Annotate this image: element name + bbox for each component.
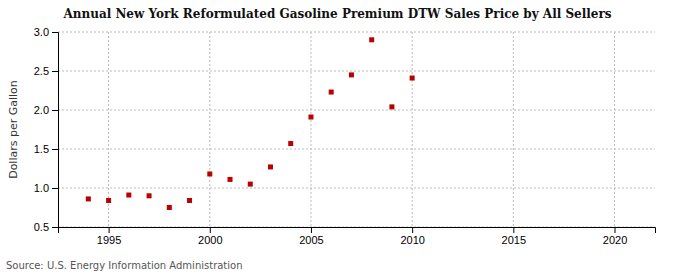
- x-tick: 1995: [97, 227, 121, 246]
- y-tick-label: 1.0: [34, 182, 49, 194]
- y-tick-label: 2.5: [34, 65, 49, 77]
- y-tick-mark: [52, 188, 58, 189]
- grid-line-x: [614, 32, 615, 227]
- point: [126, 193, 131, 198]
- y-tick-mark: [52, 32, 58, 33]
- point: [106, 198, 111, 203]
- y-tick: 2.0: [34, 104, 58, 116]
- chart-container: 1995 2000 2005 2010 2015 2020 0.5 1.0 1.5 2.0 2.5 3…: [0, 0, 675, 275]
- y-tick: 2.5: [34, 65, 58, 77]
- x-tick: 2010: [400, 227, 424, 246]
- y-axis-title: Dollars per Gallon: [7, 80, 20, 179]
- grid: [58, 32, 655, 227]
- x-tick-mark: [412, 227, 413, 233]
- x-tick-mark: [615, 227, 616, 233]
- x-tick-mark: [311, 227, 312, 233]
- y-tick: 1.5: [34, 143, 58, 155]
- y-tick: 0.5: [34, 221, 58, 233]
- x-tick-label: 2010: [400, 234, 424, 246]
- y-axis-line: [52, 33, 59, 228]
- grid-line-y: [58, 32, 655, 33]
- y-tick-label: 2.0: [34, 104, 49, 116]
- point: [187, 198, 192, 203]
- y-tick-mark: [52, 71, 58, 72]
- point: [288, 141, 293, 146]
- grid-line-y: [58, 71, 655, 72]
- point: [349, 72, 354, 77]
- point: [86, 196, 91, 201]
- point: [410, 76, 415, 81]
- point: [147, 193, 152, 198]
- title: Annual New York Reformulated Gasoline Pr…: [62, 7, 611, 21]
- x-tick: 2005: [299, 227, 323, 246]
- y-tick: 1.0: [34, 182, 58, 194]
- x-tick: 2020: [603, 227, 627, 246]
- x-axis: 1995 2000 2005 2010 2015 2020: [59, 227, 656, 246]
- point: [207, 171, 212, 176]
- grid-line-x: [513, 32, 514, 227]
- y-tick-mark: [52, 227, 58, 228]
- point: [167, 205, 172, 210]
- y-tick-label: 3.0: [34, 26, 49, 38]
- source-note: Source: U.S. Energy Information Administ…: [6, 260, 243, 271]
- grid-line-x: [209, 32, 210, 227]
- x-axis-line: [59, 228, 656, 234]
- point: [329, 90, 334, 95]
- x-tick: 2015: [502, 227, 526, 246]
- y-tick-mark: [52, 110, 58, 111]
- point: [228, 177, 233, 182]
- point: [268, 164, 273, 169]
- points: [86, 37, 415, 210]
- x-tick: 2000: [198, 227, 222, 246]
- x-tick-label: 2005: [299, 234, 323, 246]
- grid-line-x: [108, 32, 109, 227]
- grid-line-y: [58, 149, 655, 150]
- grid-line-y: [58, 110, 655, 111]
- x-tick-label: 2000: [198, 234, 222, 246]
- point: [389, 104, 394, 109]
- plot: 1995 2000 2005 2010 2015 2020 0.5 1.0 1.5 2.0 2.5 3…: [34, 26, 656, 246]
- y-tick: 3.0: [34, 26, 58, 38]
- grid-line-x: [412, 32, 413, 227]
- point: [308, 115, 313, 120]
- y-axis: 0.5 1.0 1.5 2.0 2.5 3.0: [34, 26, 59, 233]
- y-tick-label: 0.5: [34, 221, 49, 233]
- x-tick-mark: [513, 227, 514, 233]
- x-tick-mark: [210, 227, 211, 233]
- y-tick-mark: [52, 149, 58, 150]
- x-tick-label: 1995: [97, 234, 121, 246]
- x-tick-label: 2015: [502, 234, 526, 246]
- grid-line-y: [58, 188, 655, 189]
- x-tick-label: 2020: [603, 234, 627, 246]
- y-tick-label: 1.5: [34, 143, 49, 155]
- chart-svg: 1995 2000 2005 2010 2015 2020 0.5 1.0 1.5 2.0 2.5 3…: [0, 0, 675, 275]
- x-tick-mark: [109, 227, 110, 233]
- point: [369, 37, 374, 42]
- grid-line-x: [310, 32, 311, 227]
- point: [248, 182, 253, 187]
